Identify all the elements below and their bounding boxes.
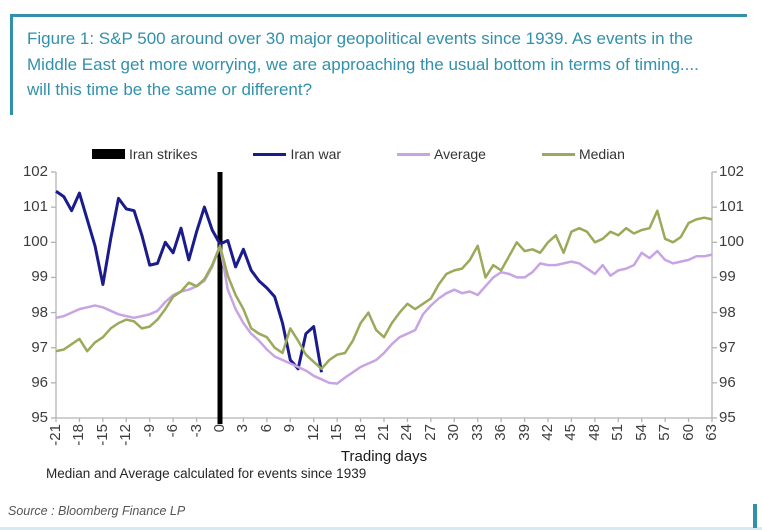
chart-footnote: Median and Average calculated for events… bbox=[46, 466, 367, 481]
source-line: Source : Bloomberg Finance LP bbox=[8, 504, 186, 518]
chart-legend: Iran strikes Iran war Average Median bbox=[92, 146, 625, 162]
y-tick-left: 100 bbox=[22, 233, 48, 251]
legend-line-swatch bbox=[253, 152, 287, 156]
y-tick-left: 96 bbox=[31, 373, 48, 391]
y-tick-right: 95 bbox=[719, 409, 736, 426]
legend-label: Iran war bbox=[290, 146, 342, 162]
legend-item-median: Median bbox=[541, 146, 625, 162]
legend-item-iran-war: Iran war bbox=[253, 146, 341, 162]
y-tick-right: 99 bbox=[719, 268, 736, 286]
legend-line-swatch bbox=[397, 152, 431, 156]
legend-label: Average bbox=[434, 146, 486, 162]
legend-bar-swatch bbox=[92, 149, 125, 159]
x-axis-title: Trading days bbox=[340, 448, 428, 465]
y-tick-right: 100 bbox=[719, 233, 745, 251]
y-tick-left: 95 bbox=[31, 409, 48, 426]
y-tick-left: 102 bbox=[22, 163, 48, 180]
bottom-divider bbox=[0, 527, 762, 530]
legend-line-swatch bbox=[541, 152, 575, 156]
y-tick-left: 101 bbox=[22, 198, 48, 216]
legend-item-iran-strikes: Iran strikes bbox=[92, 146, 197, 162]
y-tick-right: 98 bbox=[719, 303, 736, 321]
y-tick-right: 102 bbox=[719, 163, 745, 180]
y-tick-left: 98 bbox=[31, 303, 48, 321]
figure-title: Figure 1: S&P 500 around over 30 major g… bbox=[10, 14, 747, 115]
y-tick-left: 99 bbox=[31, 268, 48, 286]
y-tick-right: 97 bbox=[719, 338, 736, 356]
legend-item-average: Average bbox=[397, 146, 486, 162]
y-tick-right: 96 bbox=[719, 373, 736, 391]
legend-label: Iran strikes bbox=[129, 146, 198, 162]
legend-label: Median bbox=[578, 146, 625, 162]
y-tick-left: 97 bbox=[31, 338, 48, 356]
y-tick-right: 101 bbox=[719, 198, 745, 216]
corner-accent-mark bbox=[753, 504, 757, 528]
